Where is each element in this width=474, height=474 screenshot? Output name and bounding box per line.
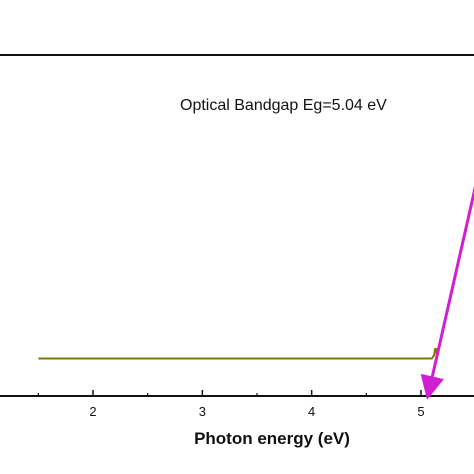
x-tick-label: 4 xyxy=(308,404,315,419)
series-layer xyxy=(38,347,439,360)
bandgap-fit-line xyxy=(420,186,474,400)
fit-layer xyxy=(420,186,474,400)
x-tick-label: 2 xyxy=(89,404,96,419)
series-line xyxy=(38,347,439,360)
bandgap-annotation: Optical Bandgap Eg=5.04 eV xyxy=(180,97,387,114)
plot-frame xyxy=(0,54,474,397)
x-tick-label: 5 xyxy=(417,404,424,419)
x-axis-title: Photon energy (eV) xyxy=(194,429,350,448)
x-tick-label: 3 xyxy=(199,404,206,419)
x-tick-labels: 2 3 4 5 xyxy=(89,404,424,419)
